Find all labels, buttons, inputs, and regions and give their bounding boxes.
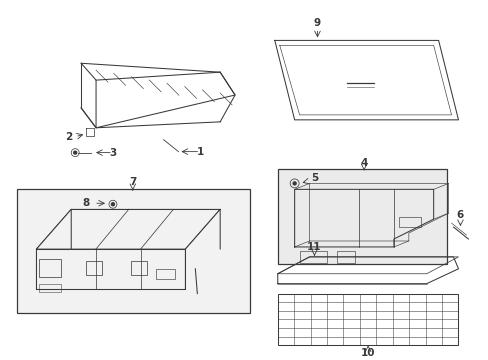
Bar xyxy=(277,170,446,264)
Circle shape xyxy=(111,203,114,206)
Bar xyxy=(398,217,420,227)
Bar xyxy=(277,294,458,345)
Text: 10: 10 xyxy=(360,348,375,358)
Bar xyxy=(40,259,61,277)
Circle shape xyxy=(292,182,296,185)
Text: 5: 5 xyxy=(310,174,318,184)
Bar xyxy=(155,269,175,279)
Text: 1: 1 xyxy=(196,147,203,157)
Text: 11: 11 xyxy=(306,242,321,252)
Bar xyxy=(337,251,354,263)
Bar xyxy=(17,189,249,314)
Text: 9: 9 xyxy=(313,18,321,27)
Text: 8: 8 xyxy=(82,198,90,208)
Bar xyxy=(40,284,61,292)
Bar xyxy=(131,261,146,275)
Text: 3: 3 xyxy=(109,148,116,158)
Circle shape xyxy=(74,151,77,154)
Text: 6: 6 xyxy=(456,210,463,220)
Bar xyxy=(299,251,327,263)
Bar xyxy=(86,261,102,275)
Text: 4: 4 xyxy=(360,158,367,167)
Text: 2: 2 xyxy=(64,132,72,142)
Text: 7: 7 xyxy=(129,177,136,188)
